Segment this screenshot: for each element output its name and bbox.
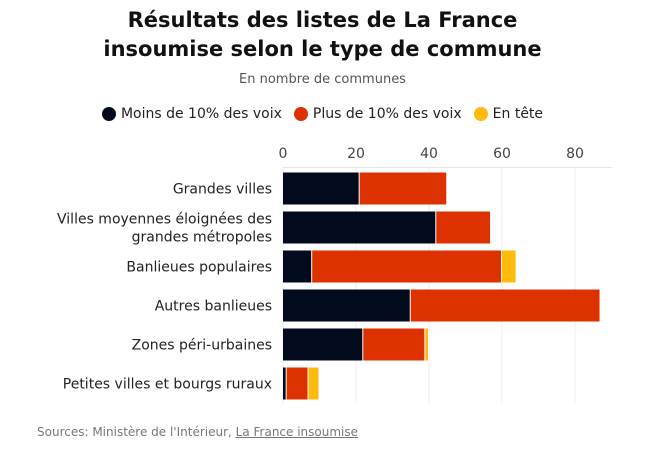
bar-0-1: [283, 211, 436, 244]
bar-2-5: [308, 367, 319, 400]
bar-0-3: [283, 289, 410, 322]
source-link[interactable]: La France insoumise: [235, 425, 359, 439]
x-tick-label: 0: [279, 146, 288, 162]
category-label: Petites villes et bourgs ruraux: [63, 377, 272, 393]
category-label: Zones péri-urbaines: [132, 338, 272, 354]
legend-item-plus-10: Plus de 10% des voix: [293, 106, 462, 122]
category-label: Grandes villes: [173, 182, 272, 198]
bar-1-5: [286, 367, 308, 400]
chart-subtitle: En nombre de communes: [239, 72, 406, 87]
x-tick-label: 60: [493, 146, 511, 162]
source-text: Sources: Ministère de l'Intérieur,: [37, 425, 236, 439]
category-label: Villes moyennes éloignées des: [57, 212, 272, 228]
legend-dot-icon: [293, 107, 308, 121]
legend-dot-icon: [473, 107, 488, 121]
x-tick-label: 40: [420, 146, 438, 162]
legend-label: Moins de 10% des voix: [120, 106, 282, 122]
chart-title: Résultats des listes de La France insoum…: [0, 6, 645, 64]
bar-0-5: [283, 367, 286, 400]
category-label: Autres banlieues: [155, 299, 272, 315]
title-line-2: insoumise selon le type de commune: [103, 37, 542, 61]
legend-item-en-tete: En tête: [473, 106, 544, 122]
bar-2-4: [425, 328, 428, 361]
bar-1-1: [436, 211, 491, 244]
bar-1-2: [312, 250, 501, 283]
bar-0-2: [283, 250, 312, 283]
legend: Moins de 10% des voix Plus de 10% des vo…: [0, 106, 645, 122]
bar-0-0: [283, 172, 359, 205]
legend-item-moins-10: Moins de 10% des voix: [101, 106, 282, 122]
bar-1-4: [363, 328, 425, 361]
legend-label: Plus de 10% des voix: [312, 106, 462, 122]
source-note: Sources: Ministère de l'Intérieur, La Fr…: [37, 425, 358, 439]
x-tick-label: 20: [347, 146, 365, 162]
category-label: Banlieues populaires: [126, 260, 272, 276]
x-tick-label: 80: [566, 146, 584, 162]
category-label: grandes métropoles: [132, 230, 272, 246]
bar-1-3: [410, 289, 600, 322]
bar-0-4: [283, 328, 363, 361]
bar-1-0: [359, 172, 447, 205]
bar-2-2: [502, 250, 516, 283]
legend-dot-icon: [101, 107, 116, 121]
legend-label: En tête: [492, 106, 544, 122]
title-line-1: Résultats des listes de La France: [127, 8, 518, 32]
